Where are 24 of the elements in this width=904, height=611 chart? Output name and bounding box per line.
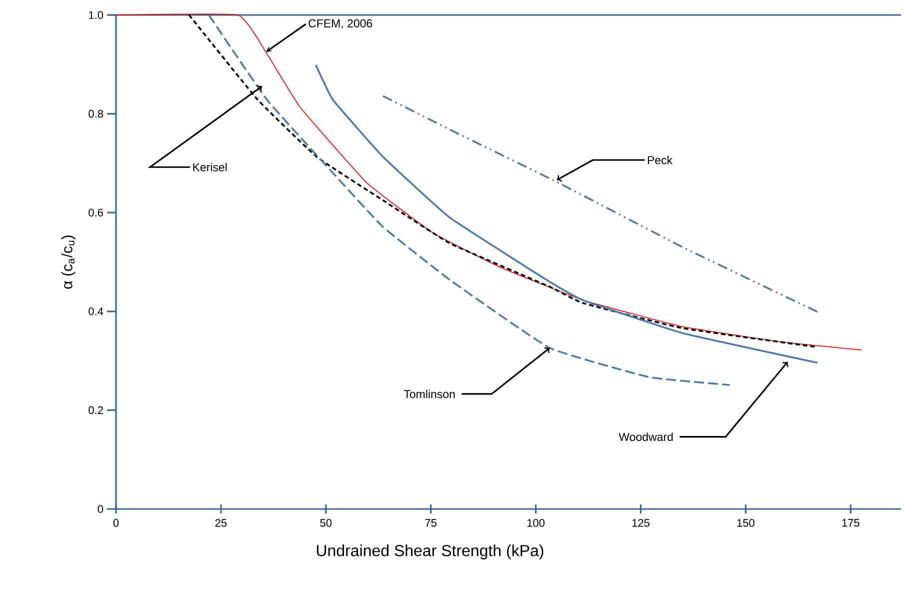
- y-tick-label: 0.6: [88, 208, 104, 216]
- annotation: CFEM, 2006: [308, 19, 372, 29]
- line-series: [382, 95, 820, 314]
- y-tick-label: 0: [98, 505, 104, 513]
- y-tick-label: 0.8: [88, 110, 104, 118]
- x-tick-label: 175: [842, 519, 860, 527]
- annotation: Peck: [648, 156, 673, 164]
- annotation: Kerisel: [193, 162, 227, 172]
- x-tick-label: 150: [737, 519, 754, 527]
- line-series: [314, 64, 818, 364]
- x-tick-label: 25: [215, 519, 227, 527]
- y-axis-title: α (c$_{a}$/c$_{u}$): [61, 236, 76, 289]
- x-tick-label: 0: [113, 519, 119, 527]
- y-tick-label: 1.0: [89, 11, 104, 19]
- annotation: Woodward: [618, 432, 673, 442]
- x-axis-title: Undrained Shear Strength (kPa): [316, 544, 544, 560]
- line-series: [116, 14, 862, 350]
- x-tick-label: 75: [425, 519, 436, 527]
- annotation: Tomlinson: [404, 390, 455, 398]
- y-tick-label: 0.4: [88, 308, 104, 316]
- x-tick-label: 100: [527, 519, 545, 527]
- x-tick-label: 125: [632, 519, 650, 527]
- y-tick-label: 0.2: [88, 406, 103, 414]
- x-tick-label: 50: [320, 519, 332, 527]
